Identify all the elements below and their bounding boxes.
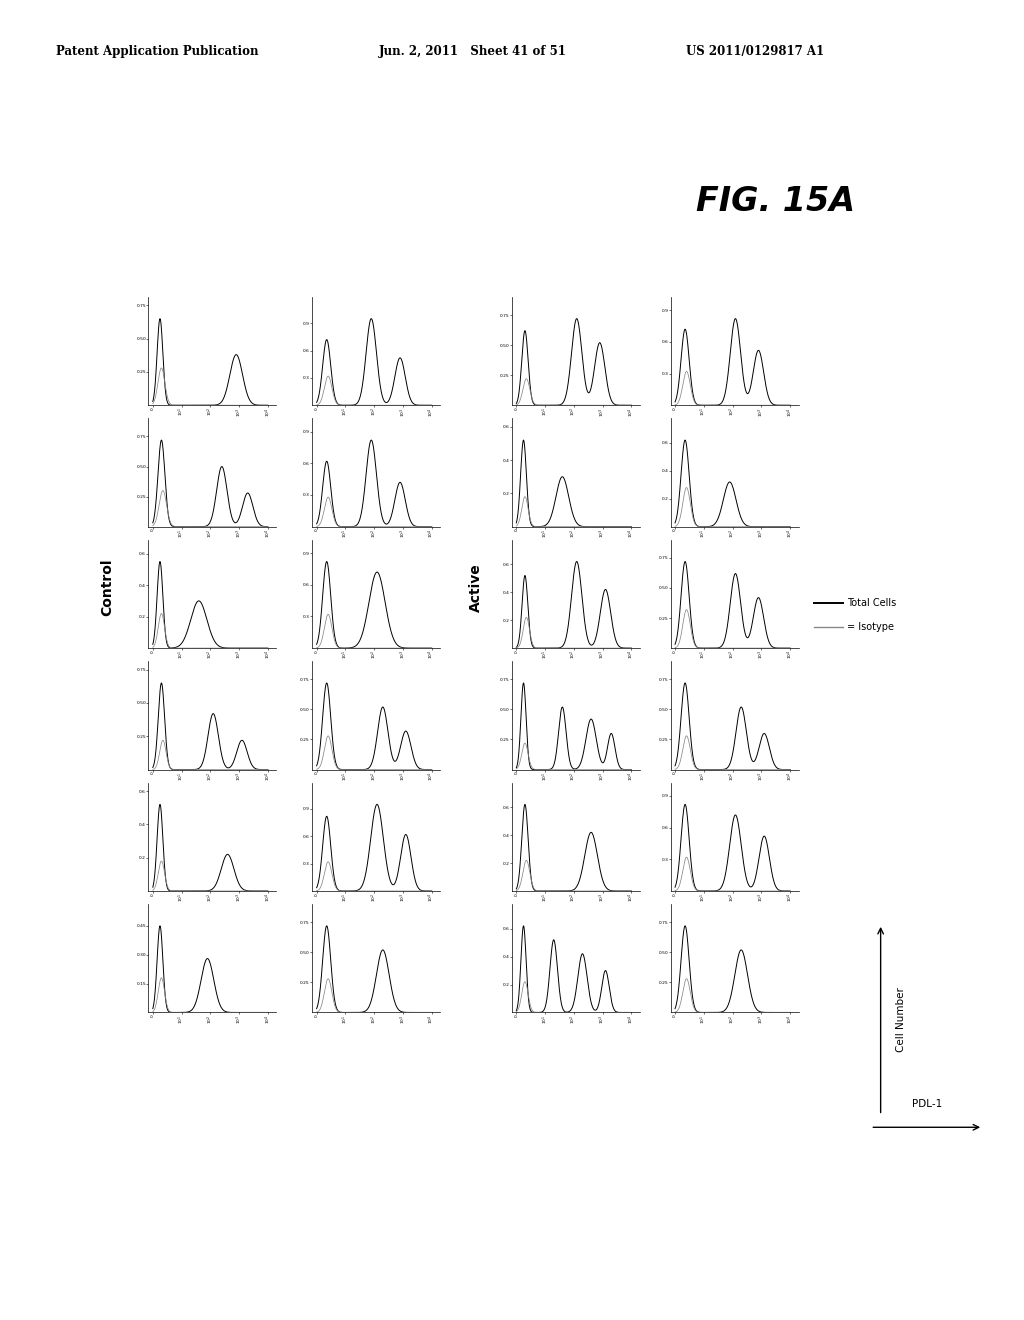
Text: Cell Number: Cell Number bbox=[896, 987, 906, 1052]
Text: PDL-1: PDL-1 bbox=[911, 1098, 942, 1109]
Text: Patent Application Publication: Patent Application Publication bbox=[56, 45, 259, 58]
Text: = Isotype: = Isotype bbox=[847, 622, 894, 632]
Text: Control: Control bbox=[100, 558, 115, 616]
Text: Active: Active bbox=[469, 564, 483, 611]
Text: US 2011/0129817 A1: US 2011/0129817 A1 bbox=[686, 45, 824, 58]
Text: Jun. 2, 2011   Sheet 41 of 51: Jun. 2, 2011 Sheet 41 of 51 bbox=[379, 45, 566, 58]
Text: FIG. 15A: FIG. 15A bbox=[696, 185, 855, 218]
Text: Total Cells: Total Cells bbox=[847, 598, 896, 609]
